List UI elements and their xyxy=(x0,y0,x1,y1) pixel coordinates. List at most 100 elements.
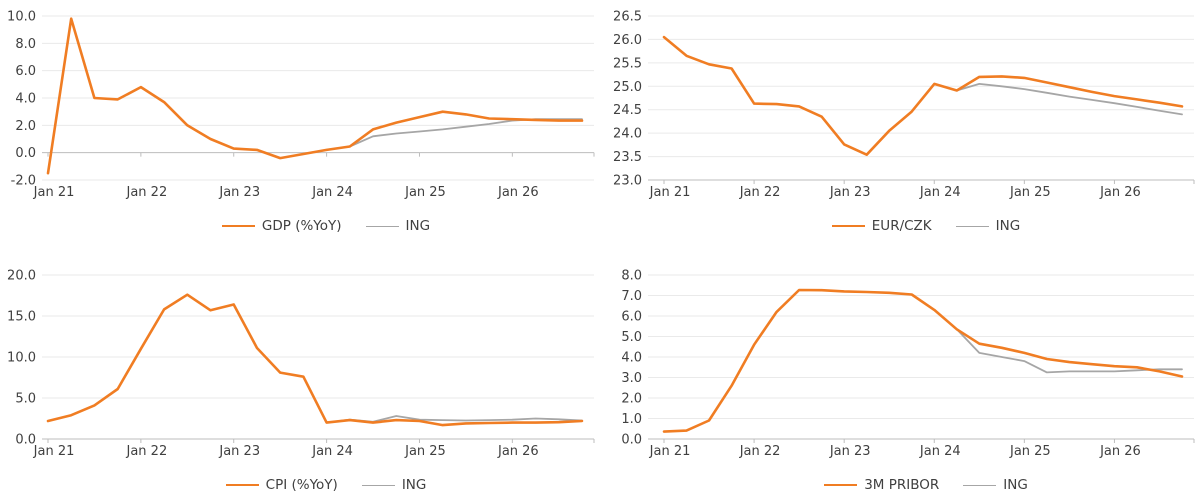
gray-line-swatch-icon xyxy=(963,484,997,486)
x-axis-label: Jan 26 xyxy=(1099,444,1141,459)
gdp-chart-panel: -2.0 0.0 2.0 4.0 6.0 8.0 10.0 Jan 21 Jan 22 Jan 2… xyxy=(0,0,600,249)
x-axis-label: Jan 21 xyxy=(33,444,75,459)
y-axis-label: 5.0 xyxy=(15,392,36,407)
orange-line-swatch-icon xyxy=(824,484,858,486)
x-axis-label: Jan 25 xyxy=(404,444,446,459)
x-axis-label: Jan 23 xyxy=(218,185,260,200)
orange-line-swatch-icon xyxy=(225,484,259,486)
x-axis-label: Jan 22 xyxy=(126,444,168,459)
x-axis-label: Jan 23 xyxy=(829,185,871,200)
y-axis-label: 1.0 xyxy=(621,412,642,427)
legend-label: EUR/CZK xyxy=(871,218,932,234)
y-axis-label: 0.0 xyxy=(15,433,36,448)
x-axis-label: Jan 25 xyxy=(1009,185,1051,200)
y-axis-label: 25.5 xyxy=(613,56,642,71)
eurczk-chart-panel: 23.0 23.5 24.0 24.5 25.0 25.5 26.0 26.5 Jan 21 Ja… xyxy=(600,0,1200,249)
legend-item: 3M PRIBOR xyxy=(824,477,939,493)
x-axis-label: Jan 24 xyxy=(311,185,353,200)
gdp-chart: -2.0 0.0 2.0 4.0 6.0 8.0 10.0 Jan 21 Jan 22 Jan 2… xyxy=(7,10,595,200)
x-axis-label: Jan 22 xyxy=(126,185,168,200)
y-axis-label: 2.0 xyxy=(621,392,642,407)
legend-item: ING xyxy=(365,218,431,234)
y-axis-label: 10.0 xyxy=(7,351,36,366)
legend-item: EUR/CZK xyxy=(831,218,932,234)
legend-item: ING xyxy=(955,218,1021,234)
legend-label: CPI (%YoY) xyxy=(265,477,338,493)
x-axis-label: Jan 26 xyxy=(1099,185,1141,200)
y-axis-label: 26.5 xyxy=(613,10,642,25)
y-axis-label: 6.0 xyxy=(15,64,36,79)
y-axis-label: 10.0 xyxy=(7,10,36,25)
gdp-plot-area: -2.0 0.0 2.0 4.0 6.0 8.0 10.0 Jan 21 Jan 22 Jan 2… xyxy=(0,0,600,204)
y-axis-label: 24.0 xyxy=(613,127,642,142)
y-axis-label: 6.0 xyxy=(621,310,642,325)
x-axis-label: Jan 23 xyxy=(829,444,871,459)
cpi-chart-panel: 0.0 5.0 10.0 15.0 20.0 Jan 21 Jan 22 Jan 23 Jan … xyxy=(0,249,600,497)
y-axis-label: 2.0 xyxy=(15,119,36,134)
legend-item: CPI (%YoY) xyxy=(225,477,338,493)
y-axis-label: 4.0 xyxy=(621,351,642,366)
eurczk-chart: 23.0 23.5 24.0 24.5 25.0 25.5 26.0 26.5 Jan 21 Ja… xyxy=(613,10,1195,200)
gdp-legend: GDP (%YoY) ING xyxy=(0,218,600,234)
pribor-chart-panel: 0.0 1.0 2.0 3.0 4.0 5.0 6.0 7.0 8.0 Jan 21 Jan 22 J… xyxy=(600,249,1200,497)
series-line-cpi-yoy- xyxy=(46,293,584,427)
orange-line-swatch-icon xyxy=(221,225,255,227)
y-axis-label: 25.0 xyxy=(613,80,642,95)
y-axis-label: -2.0 xyxy=(11,174,36,189)
cpi-legend: CPI (%YoY) ING xyxy=(0,477,600,493)
legend-label: ING xyxy=(1003,477,1028,493)
legend-item: GDP (%YoY) xyxy=(221,218,342,234)
x-axis-label: Jan 25 xyxy=(1009,444,1051,459)
orange-line-swatch-icon xyxy=(831,225,865,227)
y-axis-label: 0.0 xyxy=(15,146,36,161)
eurczk-legend: EUR/CZK ING xyxy=(600,218,1200,234)
series-line-eur-czk xyxy=(662,35,1184,156)
y-axis-label: 24.5 xyxy=(613,103,642,118)
series-line-ing xyxy=(955,328,1183,374)
y-axis-label: 4.0 xyxy=(15,92,36,107)
x-axis-label: Jan 21 xyxy=(649,444,691,459)
x-axis-label: Jan 21 xyxy=(33,185,75,200)
y-axis-label: 3.0 xyxy=(621,371,642,386)
x-axis-label: Jan 25 xyxy=(404,185,446,200)
series-line-gdp-yoy- xyxy=(46,17,584,175)
gray-line-swatch-icon xyxy=(361,484,395,486)
cpi-chart: 0.0 5.0 10.0 15.0 20.0 Jan 21 Jan 22 Jan 23 Jan … xyxy=(7,269,595,459)
y-axis-label: 0.0 xyxy=(621,433,642,448)
eurczk-plot-area: 23.0 23.5 24.0 24.5 25.0 25.5 26.0 26.5 Jan 21 Ja… xyxy=(600,0,1200,204)
x-axis-label: Jan 24 xyxy=(919,185,961,200)
y-axis-label: 8.0 xyxy=(621,269,642,284)
legend-label: GDP (%YoY) xyxy=(261,218,342,234)
y-axis-label: 23.5 xyxy=(613,150,642,165)
legend-label: ING xyxy=(405,218,431,234)
y-axis-label: 20.0 xyxy=(7,269,36,284)
gray-line-swatch-icon xyxy=(955,225,989,227)
series-line-ing xyxy=(348,118,583,148)
series-line-3m-pribor xyxy=(662,288,1184,433)
series-line-ing xyxy=(955,83,1183,116)
legend-item: ING xyxy=(963,477,1028,493)
y-axis-label: 7.0 xyxy=(621,289,642,304)
x-axis-label: Jan 22 xyxy=(739,185,781,200)
legend-item: ING xyxy=(361,477,427,493)
x-axis-label: Jan 21 xyxy=(649,185,691,200)
legend-label: ING xyxy=(995,218,1021,234)
pribor-legend: 3M PRIBOR ING xyxy=(600,477,1200,493)
x-axis-label: Jan 22 xyxy=(739,444,781,459)
y-axis-label: 23.0 xyxy=(613,174,642,189)
x-axis-label: Jan 26 xyxy=(497,444,539,459)
legend-label: 3M PRIBOR xyxy=(864,477,940,493)
gray-line-swatch-icon xyxy=(365,225,399,227)
pribor-chart: 0.0 1.0 2.0 3.0 4.0 5.0 6.0 7.0 8.0 Jan 21 Jan 22 J… xyxy=(621,269,1195,459)
cpi-plot-area: 0.0 5.0 10.0 15.0 20.0 Jan 21 Jan 22 Jan 23 Jan … xyxy=(0,249,600,463)
y-axis-label: 15.0 xyxy=(7,310,36,325)
x-axis-label: Jan 23 xyxy=(218,444,260,459)
x-axis-label: Jan 24 xyxy=(311,444,353,459)
y-axis-label: 5.0 xyxy=(621,330,642,345)
y-axis-label: 26.0 xyxy=(613,33,642,48)
x-axis-label: Jan 24 xyxy=(919,444,961,459)
legend-label: ING xyxy=(401,477,427,493)
x-axis-label: Jan 26 xyxy=(497,185,539,200)
pribor-plot-area: 0.0 1.0 2.0 3.0 4.0 5.0 6.0 7.0 8.0 Jan 21 Jan 22 J… xyxy=(600,249,1200,463)
